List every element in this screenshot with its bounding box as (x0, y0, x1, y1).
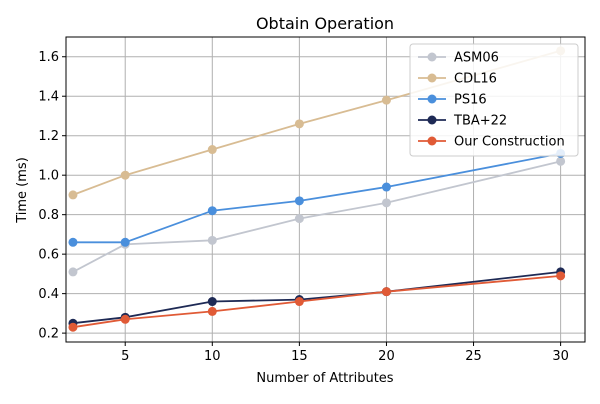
x-tick-label: 25 (465, 349, 482, 364)
y-tick-label: 0.6 (38, 248, 59, 263)
data-point (294, 214, 304, 224)
data-point (207, 145, 217, 155)
legend-swatch-marker (427, 94, 437, 104)
series-line (72, 275, 561, 329)
y-tick-label: 1.2 (38, 129, 59, 144)
legend-item: PS16 (418, 93, 487, 108)
legend-item: ASM06 (418, 51, 499, 66)
x-tick-label: 15 (291, 349, 308, 364)
legend: ASM06 CDL16 PS16 TBA+22 Our Construction (409, 43, 579, 157)
data-point (556, 271, 566, 281)
data-point (120, 170, 130, 180)
legend-swatch-marker (427, 73, 437, 83)
x-tick-label: 20 (378, 349, 395, 364)
data-point (68, 267, 78, 277)
data-point (120, 237, 130, 247)
data-point (207, 235, 217, 245)
y-tick-label: 1.4 (38, 90, 59, 105)
data-point (68, 237, 78, 247)
x-tick-label: 5 (121, 349, 129, 364)
y-tick-label: 1.6 (38, 50, 59, 65)
legend-item: TBA+22 (418, 114, 507, 129)
series-2 (68, 148, 566, 247)
axis-ticks: 5 10 15 20 25 30 0.2 0.4 0.6 0.8 1.0 1.2 1.4 1.6 (38, 50, 569, 364)
chart-title: Obtain Operation (256, 14, 394, 33)
x-tick-label: 10 (204, 349, 221, 364)
legend-label: PS16 (454, 93, 487, 108)
data-point (207, 206, 217, 216)
legend-swatch-marker (427, 136, 437, 146)
legend-label: Our Construction (454, 135, 565, 150)
data-point (294, 119, 304, 129)
legend-swatch-marker (427, 52, 437, 62)
y-tick-label: 0.8 (38, 208, 59, 223)
data-point (556, 156, 566, 166)
data-point (381, 198, 391, 208)
data-point (381, 287, 391, 297)
y-tick-label: 0.4 (38, 287, 59, 302)
data-point (294, 297, 304, 307)
legend-box (409, 43, 579, 157)
x-axis-label: Number of Attributes (256, 371, 393, 386)
data-point (381, 95, 391, 105)
legend-label: TBA+22 (453, 114, 507, 129)
series-line (73, 152, 561, 244)
series-line (72, 160, 561, 273)
data-point (68, 322, 78, 332)
legend-label: CDL16 (454, 72, 497, 87)
x-tick-label: 30 (552, 349, 569, 364)
plot-frame (65, 36, 586, 343)
y-tick-label: 1.0 (38, 169, 59, 184)
data-point (120, 314, 130, 324)
legend-swatch-marker (427, 115, 437, 125)
y-axis-label: Time (ms) (15, 157, 30, 224)
data-point (294, 196, 304, 206)
legend-label: ASM06 (454, 51, 499, 66)
data-point (68, 190, 78, 200)
series-4 (68, 271, 566, 332)
series-0 (68, 156, 566, 277)
legend-item: CDL16 (418, 72, 497, 87)
series-3 (68, 267, 566, 328)
y-tick-label: 0.2 (38, 327, 59, 342)
data-point (381, 182, 391, 192)
legend-item: Our Construction (418, 135, 565, 150)
data-point (207, 306, 217, 316)
data-point (207, 297, 217, 307)
series-line (72, 271, 561, 325)
series-lines (68, 46, 566, 332)
